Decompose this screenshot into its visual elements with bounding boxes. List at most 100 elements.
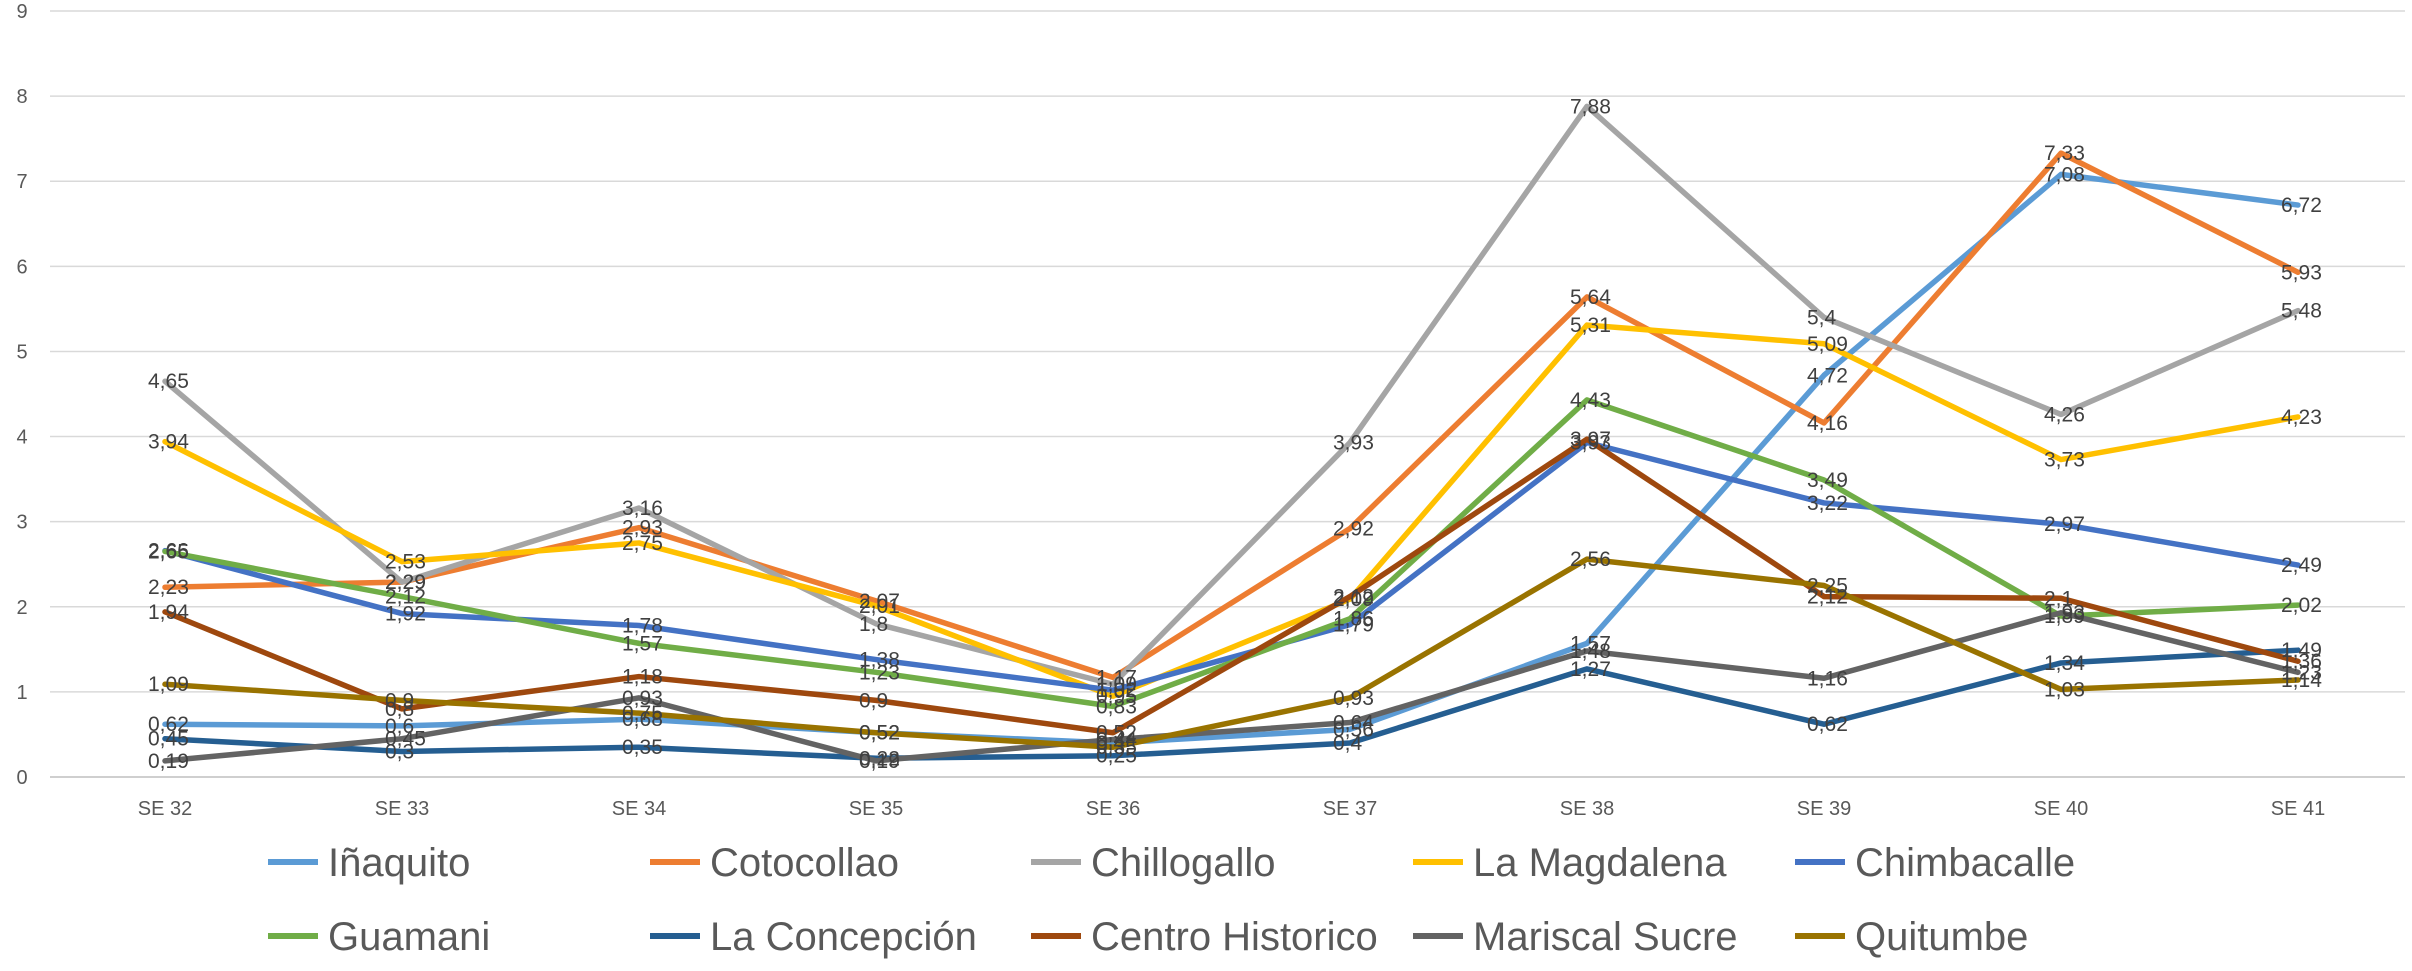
x-tick-label: SE 41 [2271,798,2325,820]
data-label: 0,9 [385,689,414,712]
data-label: 4,16 [1807,412,1848,435]
y-tick-label: 4 [16,427,27,449]
y-tick-label: 0 [16,767,27,789]
data-label: 3,49 [1807,469,1848,492]
data-label: 3,73 [2044,449,2085,472]
data-label: 1,8 [859,613,888,636]
y-tick-label: 5 [16,341,27,363]
data-label: 0,93 [622,687,663,710]
legend-label: La Concepción [710,915,977,959]
legend: Iñaquito Cotocollao Chillogallo La Magdalen… [268,841,2075,959]
data-label: 1,09 [1096,673,1137,696]
data-label: 1,86 [1333,608,1374,631]
x-tick-label: SE 36 [1086,798,1140,820]
data-label: 1,17 [1096,666,1137,689]
data-label: 0,25 [1096,745,1137,768]
data-label: 0,4 [1096,732,1126,755]
x-tick-label: SE 40 [2034,798,2088,820]
data-label: 1,38 [859,649,900,672]
data-label: 1,93 [2044,602,2085,625]
x-tick-label: SE 35 [849,798,903,820]
data-label: 4,43 [1570,389,1611,412]
series-line-chillogallo [162,103,2301,687]
data-label: 7,88 [1570,95,1611,118]
data-label: 1,27 [1570,658,1611,681]
data-label: 2,25 [1807,575,1848,598]
legend-label: Guamani [328,915,490,959]
data-label: 2,09 [1333,588,1374,611]
axis-labels: 0 1 2 3 4 5 6 7 8 9 SE 32 SE 33 SE 34 SE 35 SE 36 SE 37… [16,1,2325,820]
legend-item-la-magdalena: La Magdalena [1413,841,1727,885]
y-tick-label: 3 [16,512,27,534]
data-label: 1,79 [1333,614,1374,637]
data-label: 2,97 [2044,513,2085,536]
y-tick-label: 8 [16,86,27,108]
series-line-la-magdalena [162,322,2301,699]
legend-label: Centro Historico [1091,915,1378,959]
data-label: 0,64 [1333,712,1374,735]
data-label: 0,62 [148,713,189,736]
legend-label: Cotocollao [710,841,899,885]
data-label: 4,26 [2044,403,2085,426]
data-label: 7,08 [2044,163,2085,186]
data-label: 1,02 [1096,679,1137,702]
data-label: 0,62 [1807,713,1848,736]
data-label: 1,23 [859,661,900,684]
data-label: 0,4 [1333,732,1363,755]
data-label: 2,12 [1807,586,1848,609]
data-label: 1,18 [622,666,663,689]
data-label: 0,35 [622,736,663,759]
legend-item-la-concepcion: La Concepción [650,915,977,959]
x-tick-label: SE 33 [375,798,429,820]
x-tick-label: SE 39 [1797,798,1851,820]
x-tick-label: SE 37 [1323,798,1377,820]
legend-label: La Magdalena [1473,841,1727,885]
data-label: 0,19 [859,750,900,773]
data-label: 1,34 [2044,652,2085,675]
y-tick-label: 2 [16,597,27,619]
data-label: 5,4 [1807,306,1837,329]
legend-item-chillogallo: Chillogallo [1031,841,1276,885]
data-label: 3,94 [148,431,189,454]
legend-label: Chimbacalle [1855,841,2075,885]
data-label: 2,12 [385,586,426,609]
data-label: 2,53 [385,551,426,574]
data-label: 1,36 [2281,650,2322,673]
data-label: 3,97 [1570,428,1611,451]
data-label: 2,02 [2281,594,2322,617]
data-label: 0,45 [385,728,426,751]
data-label: 5,48 [2281,300,2322,323]
data-label: 1,09 [148,673,189,696]
data-label: 3,16 [622,497,663,520]
data-label: 2,66 [148,540,189,563]
data-label: 0,56 [1333,718,1374,741]
data-label: 5,09 [1807,333,1848,356]
legend-item-guamani: Guamani [268,915,490,959]
data-label: 0,9 [859,689,888,712]
data-label: 0,35 [1096,736,1137,759]
data-label: 4,72 [1807,364,1848,387]
legend-item-quitumbe: Quitumbe [1795,915,2028,959]
legend-item-mariscal-sucre: Mariscal Sucre [1413,915,1738,959]
data-label: 1,48 [1570,640,1611,663]
data-label: 1,03 [2044,678,2085,701]
x-tick-label: SE 34 [612,798,666,820]
data-label: 1,57 [1570,632,1611,655]
data-label: 0,93 [1333,687,1374,710]
data-label: 0,83 [1096,695,1137,718]
series-line-mariscal-sucre [162,609,2301,764]
x-tick-label: SE 38 [1560,798,1614,820]
series-line-inaquito [162,171,2301,746]
data-label: 0,75 [622,702,663,725]
data-label: 2,65 [148,540,189,563]
series-line-centro-historico [162,436,2301,736]
data-label: 1,23 [2281,661,2322,684]
data-label: 1,57 [622,632,663,655]
data-label: 1,14 [2281,669,2322,692]
data-label: 1,49 [2281,639,2322,662]
series-lines [162,103,2301,764]
data-label: 2,23 [148,576,189,599]
y-tick-label: 1 [16,682,27,704]
data-label: 0,44 [1096,729,1137,752]
